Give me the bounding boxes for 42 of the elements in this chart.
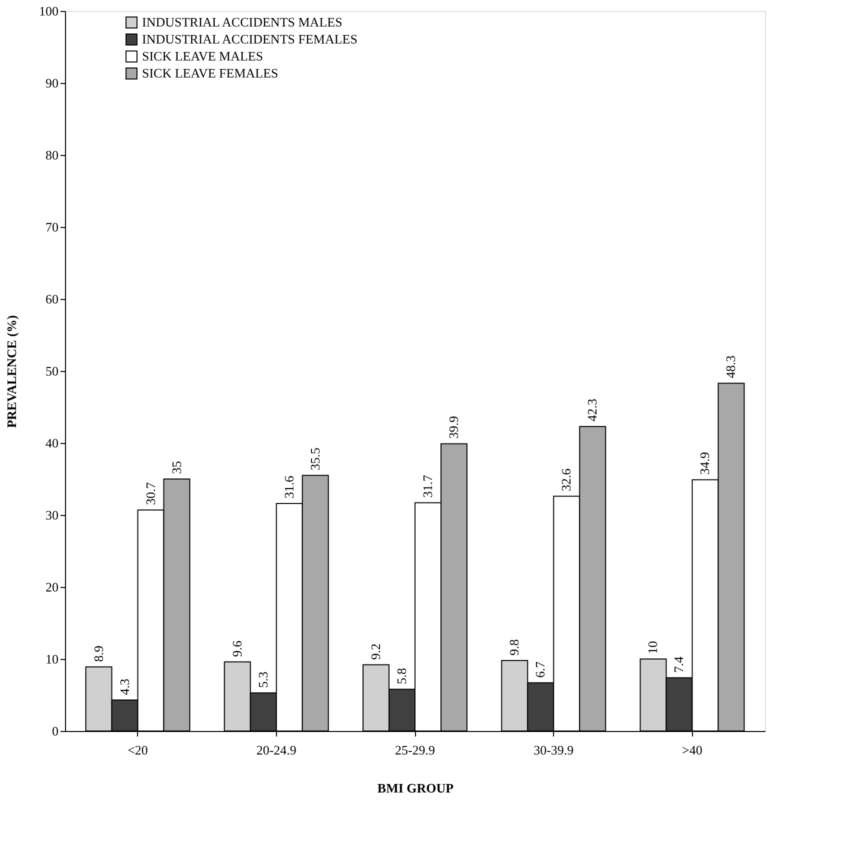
x-axis-title: BMI GROUP — [377, 780, 454, 796]
y-tick-label: 0 — [52, 724, 58, 738]
y-tick-label: 10 — [46, 652, 58, 666]
data-label: 35 — [168, 461, 184, 474]
data-label: 34.9 — [697, 452, 712, 475]
x-tick-label: 25-29.9 — [394, 742, 436, 758]
y-tick-label: 40 — [46, 436, 58, 450]
data-label: 31.7 — [420, 474, 435, 498]
data-label: 6.7 — [532, 661, 548, 678]
data-label: 9.6 — [229, 640, 244, 657]
legend-label: SICK LEAVE MALES — [142, 48, 264, 64]
y-tick-label: 30 — [46, 508, 58, 522]
y-tick-label: 50 — [46, 364, 58, 378]
legend-label: INDUSTRIAL ACCIDENTS MALES — [142, 14, 342, 30]
data-label: 48.3 — [723, 355, 738, 378]
data-label: 31.6 — [281, 475, 296, 498]
x-tick-label: <20 — [128, 742, 148, 758]
y-tick-label: 90 — [46, 76, 58, 90]
legend-label: SICK LEAVE FEMALES — [142, 66, 278, 80]
data-label: 42.3 — [584, 398, 600, 422]
x-tick-label: 30-39.9 — [534, 742, 574, 758]
data-label: 5.3 — [255, 672, 270, 688]
y-tick-label: 70 — [46, 220, 58, 234]
data-label: 35.5 — [307, 448, 322, 470]
data-label: 10 — [645, 641, 660, 654]
data-label: 39.9 — [446, 416, 461, 439]
data-label: 4.3 — [116, 678, 132, 696]
y-tick-label: 20 — [46, 580, 58, 594]
y-tick-label: 100 — [39, 4, 58, 18]
data-label: 9.8 — [506, 639, 522, 656]
data-label: 32.6 — [558, 468, 574, 492]
data-label: 8.9 — [90, 646, 106, 662]
data-label: 7.4 — [671, 656, 686, 673]
y-tick-label: 60 — [46, 292, 58, 306]
x-tick-label: 20-24.9 — [256, 742, 296, 758]
data-label: 5.8 — [394, 668, 410, 684]
x-tick-label: >40 — [682, 742, 702, 758]
data-label: 9.2 — [368, 644, 384, 660]
legend-label: INDUSTRIAL ACCIDENTS FEMALES — [142, 32, 358, 46]
y-axis-title: PREVALENCE (%) — [4, 315, 19, 428]
data-label: 30.7 — [142, 482, 158, 505]
y-tick-label: 80 — [46, 148, 58, 162]
